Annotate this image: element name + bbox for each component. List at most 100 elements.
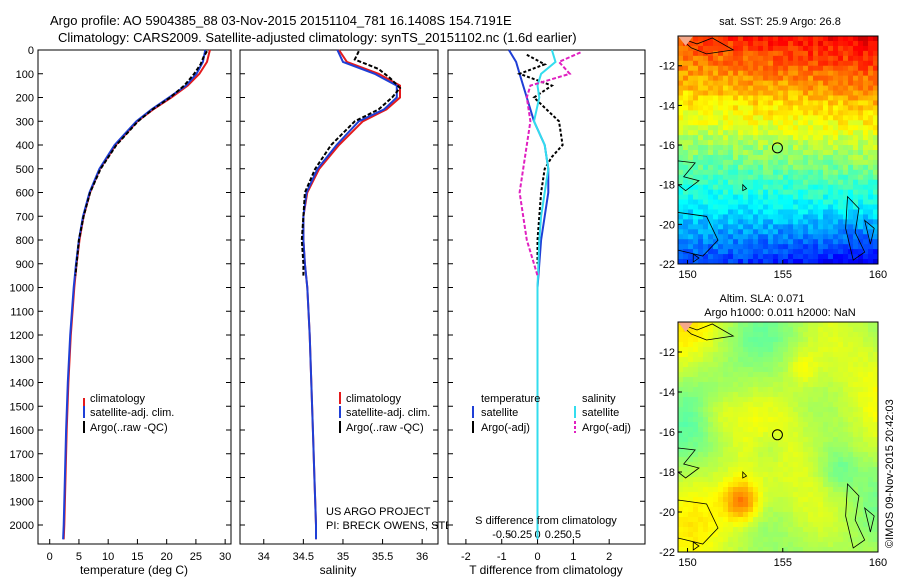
- heatmap-cell: [828, 357, 834, 363]
- heatmap-cell: [703, 249, 709, 255]
- heatmap-cell: [678, 100, 684, 106]
- heatmap-cell: [788, 120, 794, 126]
- heatmap-cell: [703, 452, 709, 458]
- heatmap-cell: [873, 362, 879, 368]
- heatmap-cell: [683, 259, 689, 265]
- heatmap-cell: [858, 36, 864, 42]
- heatmap-cell: [793, 387, 799, 393]
- heatmap-cell: [853, 229, 859, 235]
- heatmap-cell: [758, 547, 764, 553]
- heatmap-cell: [863, 527, 869, 533]
- heatmap-cell: [738, 209, 744, 215]
- heatmap-cell: [713, 55, 719, 62]
- heatmap-cell: [723, 145, 729, 151]
- heatmap-cell: [803, 422, 809, 428]
- heatmap-cell: [783, 442, 789, 448]
- heatmap-cell: [808, 169, 814, 176]
- heatmap-cell: [818, 214, 824, 220]
- heatmap-cell: [748, 452, 754, 458]
- heatmap-cell: [743, 169, 749, 176]
- heatmap-cell: [743, 417, 749, 423]
- heatmap-cell: [748, 65, 754, 72]
- heatmap-cell: [738, 377, 744, 383]
- heatmap-cell: [768, 502, 774, 508]
- heatmap-cell: [748, 377, 754, 383]
- heatmap-cell: [863, 497, 869, 503]
- heatmap-cell: [708, 100, 714, 106]
- credit-label: ©IMOS 09-Nov-2015 20:42:03: [884, 399, 896, 548]
- heatmap-cell: [858, 115, 864, 121]
- heatmap-cell: [718, 60, 724, 67]
- heatmap-cell: [723, 527, 729, 533]
- heatmap-cell: [773, 342, 779, 348]
- heatmap-cell: [693, 502, 699, 508]
- heatmap-cell: [768, 492, 774, 498]
- heatmap-cell: [808, 487, 814, 493]
- heatmap-cell: [713, 219, 719, 225]
- heatmap-cell: [813, 249, 819, 255]
- heatmap-cell: [693, 442, 699, 448]
- heatmap-cell: [808, 402, 814, 408]
- heatmap-cell: [838, 507, 844, 513]
- heatmap-cell: [718, 412, 724, 418]
- heatmap-cell: [863, 65, 869, 72]
- heatmap-cell: [683, 105, 689, 111]
- heatmap-cell: [808, 40, 814, 47]
- heatmap-cell: [813, 502, 819, 508]
- heatmap-cell: [703, 130, 709, 136]
- heatmap-cell: [733, 100, 739, 106]
- heatmap-cell: [733, 159, 739, 166]
- heatmap-cell: [718, 105, 724, 111]
- heatmap-cell: [753, 249, 759, 255]
- heatmap-cell: [778, 422, 784, 428]
- heatmap-cell: [833, 402, 839, 408]
- heatmap-cell: [708, 169, 714, 176]
- heatmap-cell: [688, 507, 694, 513]
- heatmap-cell: [788, 189, 794, 196]
- heatmap-cell: [813, 327, 819, 333]
- heatmap-cell: [728, 417, 734, 423]
- heatmap-cell: [718, 209, 724, 215]
- heatmap-cell: [833, 45, 839, 52]
- heatmap-cell: [728, 159, 734, 166]
- heatmap-cell: [868, 100, 874, 106]
- heatmap-cell: [718, 377, 724, 383]
- heatmap-cell: [788, 462, 794, 468]
- heatmap-cell: [743, 467, 749, 473]
- heatmap-cell: [708, 229, 714, 235]
- heatmap-cell: [678, 517, 684, 523]
- heatmap-cell: [818, 422, 824, 428]
- heatmap-cell: [813, 214, 819, 220]
- heatmap-cell: [748, 362, 754, 368]
- heatmap-cell: [873, 382, 879, 388]
- heatmap-cell: [738, 437, 744, 443]
- heatmap-cell: [688, 110, 694, 116]
- heatmap-cell: [743, 179, 749, 186]
- heatmap-cell: [728, 169, 734, 176]
- heatmap-cell: [773, 174, 779, 181]
- heatmap-cell: [828, 55, 834, 62]
- heatmap-cell: [773, 472, 779, 478]
- heatmap-cell: [793, 244, 799, 250]
- heatmap-cell: [778, 55, 784, 62]
- heatmap-cell: [863, 537, 869, 543]
- heatmap-cell: [738, 115, 744, 121]
- heatmap-cell: [823, 80, 829, 87]
- heatmap-cell: [763, 427, 769, 433]
- heatmap-cell: [753, 492, 759, 498]
- heatmap-cell: [828, 80, 834, 87]
- map-y-tick-label: -16: [659, 140, 675, 152]
- heatmap-cell: [753, 40, 759, 47]
- heatmap-cell: [868, 219, 874, 225]
- heatmap-cell: [683, 244, 689, 250]
- heatmap-cell: [768, 209, 774, 215]
- heatmap-cell: [848, 362, 854, 368]
- heatmap-cell: [688, 547, 694, 553]
- heatmap-cell: [728, 140, 734, 146]
- heatmap-cell: [738, 362, 744, 368]
- heatmap-cell: [703, 65, 709, 72]
- heatmap-cell: [803, 502, 809, 508]
- heatmap-cell: [698, 135, 704, 141]
- heatmap-cell: [848, 507, 854, 513]
- heatmap-cell: [698, 347, 704, 353]
